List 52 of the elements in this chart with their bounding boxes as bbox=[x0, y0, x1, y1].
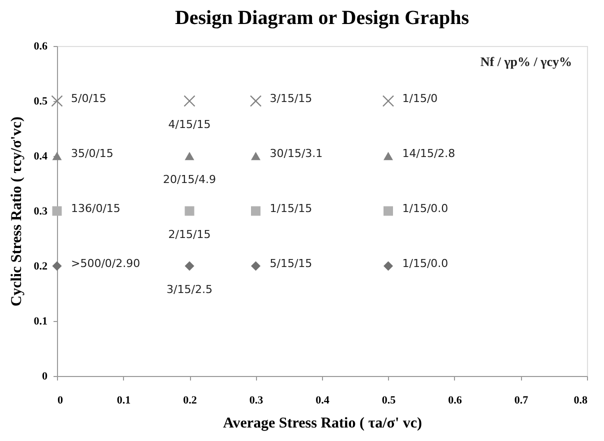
y-tick-label: 0.2 bbox=[34, 260, 48, 272]
annotation: 35/0/15 bbox=[71, 147, 114, 160]
x-tick-label: 0.4 bbox=[316, 394, 330, 406]
y-tick-label: 0 bbox=[42, 370, 48, 382]
point bbox=[384, 261, 393, 271]
x-tick-label: 0.2 bbox=[183, 394, 198, 406]
point bbox=[384, 152, 393, 160]
y-tick-label: 0.6 bbox=[34, 40, 48, 52]
annotation: 2/15/15 bbox=[168, 228, 211, 241]
x-tick-label: 0.6 bbox=[448, 394, 462, 406]
annotation: 30/15/3.1 bbox=[270, 147, 323, 160]
annotation: 1/15/0 bbox=[402, 92, 438, 105]
point bbox=[184, 261, 194, 271]
point bbox=[52, 206, 62, 216]
annotation: 3/15/15 bbox=[270, 92, 312, 105]
x-tick-label: 0.7 bbox=[514, 394, 529, 406]
x-tick-label: 0.3 bbox=[249, 394, 264, 406]
y-tick-label: 0.1 bbox=[34, 316, 48, 328]
point bbox=[251, 206, 260, 216]
point bbox=[51, 95, 63, 107]
x-tick-label: 0.8 bbox=[574, 394, 588, 406]
x-tick-label: 0.1 bbox=[116, 394, 131, 406]
chart-title: Design Diagram or Design Graphs bbox=[174, 7, 470, 29]
annotation: 1/15/15 bbox=[270, 202, 312, 215]
annotation: 4/15/15 bbox=[168, 118, 211, 131]
x-tick-label: 0.5 bbox=[382, 394, 396, 406]
x-tick-label: 0 bbox=[58, 394, 64, 406]
annotation: 5/15/15 bbox=[270, 257, 312, 270]
point bbox=[250, 95, 262, 107]
point bbox=[184, 206, 194, 216]
annotation: 1/15/0.0 bbox=[402, 257, 448, 270]
point bbox=[184, 152, 194, 160]
annotation: 20/15/4.9 bbox=[163, 173, 216, 186]
annotation: 3/15/2.5 bbox=[166, 283, 212, 296]
annotation: 136/0/15 bbox=[71, 202, 120, 215]
y-tick-label: 0.5 bbox=[34, 96, 48, 108]
y-tick-label: 0.4 bbox=[34, 150, 48, 162]
point bbox=[382, 95, 394, 107]
point bbox=[251, 261, 260, 271]
x-axis-title: Average Stress Ratio ( τa/σ' vc) bbox=[222, 416, 422, 432]
point bbox=[184, 95, 196, 107]
annotation: >500/0/2.90 bbox=[71, 257, 140, 270]
y-axis-title: Cyclic Stress Ratio ( τcy/σ'vc) bbox=[8, 116, 25, 306]
point bbox=[52, 261, 62, 271]
point bbox=[52, 152, 62, 160]
point bbox=[251, 152, 260, 160]
annotation: 1/15/0.0 bbox=[402, 202, 448, 215]
y-tick-label: 0.3 bbox=[34, 206, 48, 218]
point bbox=[384, 206, 393, 216]
annotation: 14/15/2.8 bbox=[402, 147, 456, 160]
annotation: Nf / γp% / γcy% bbox=[480, 54, 572, 69]
annotation: 5/0/15 bbox=[71, 92, 106, 105]
